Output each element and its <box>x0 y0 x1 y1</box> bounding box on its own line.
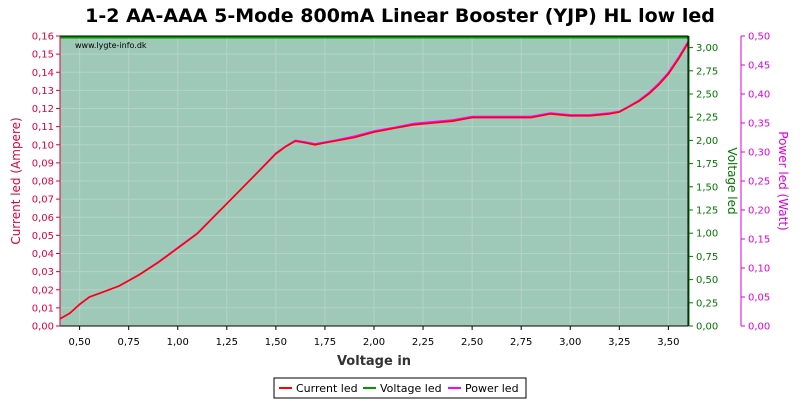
y-right-voltage-tick-label: 3,00 <box>696 43 718 54</box>
y-right-voltage-tick-label: 2,50 <box>696 90 718 101</box>
y-right-power-tick-label: 0,05 <box>748 293 770 304</box>
x-axis: 0,50 0,75 1,00 1,25 1,50 1,75 2,00 2,25 2,50 2,75… <box>68 326 680 348</box>
y-axis-right-voltage-label: Voltage led <box>725 147 739 214</box>
y-right-power-tick-label: 0,20 <box>748 206 770 217</box>
x-tick-label: 1,00 <box>167 337 189 348</box>
legend: Current led Voltage led Power led <box>273 377 527 399</box>
watermark-text: www.lygte-info.dk <box>75 41 147 50</box>
x-tick-label: 2,25 <box>412 337 434 348</box>
y-left-tick-label: 0,12 <box>32 104 54 115</box>
x-tick-label: 2,50 <box>461 337 483 348</box>
y-right-voltage-tick-label: 0,00 <box>696 322 718 333</box>
y-axis-right-voltage: 0,00 0,25 0,50 0,75 1,00 1,25 1,50 1,75 2,00 2,25… <box>688 36 718 333</box>
y-right-voltage-tick-label: 1,50 <box>696 182 718 193</box>
y-left-tick-label: 0,13 <box>32 86 54 97</box>
legend-label-power: Power led <box>465 382 519 395</box>
x-tick-label: 0,50 <box>68 337 90 348</box>
y-right-voltage-tick-label: 0,25 <box>696 298 718 309</box>
y-right-voltage-tick-label: 0,50 <box>696 275 718 286</box>
y-right-power-tick-label: 0,00 <box>748 322 770 333</box>
y-left-tick-label: 0,00 <box>32 322 54 333</box>
y-right-voltage-tick-label: 2,75 <box>696 66 718 77</box>
y-axis-right-power-label: Power led (Watt) <box>776 131 790 230</box>
y-left-tick-label: 0,16 <box>32 32 54 43</box>
y-right-voltage-tick-label: 1,75 <box>696 159 718 170</box>
x-tick-label: 1,75 <box>314 337 336 348</box>
y-axis-left-label: Current led (Ampere) <box>9 117 23 244</box>
y-left-tick-label: 0,04 <box>32 249 54 260</box>
x-tick-label: 2,75 <box>510 337 532 348</box>
x-tick-label: 0,75 <box>118 337 140 348</box>
y-left-tick-label: 0,15 <box>32 50 54 61</box>
y-left-tick-label: 0,08 <box>32 177 54 188</box>
y-axis-left: 0,00 0,01 0,02 0,03 0,04 0,05 0,06 0,07 0,08 0,09… <box>32 32 61 333</box>
y-right-power-tick-label: 0,35 <box>748 119 770 130</box>
y-left-tick-label: 0,02 <box>32 285 54 296</box>
x-tick-label: 1,25 <box>216 337 238 348</box>
y-left-tick-label: 0,06 <box>32 213 54 224</box>
y-right-power-tick-label: 0,40 <box>748 90 770 101</box>
y-right-voltage-tick-label: 1,00 <box>696 229 718 240</box>
x-tick-label: 3,25 <box>608 337 630 348</box>
legend-label-current: Current led <box>296 382 358 395</box>
y-left-tick-label: 0,11 <box>32 122 54 133</box>
chart-title: 1-2 AA-AAA 5-Mode 800mA Linear Booster (… <box>85 5 715 27</box>
y-axis-right-power: 0,00 0,05 0,10 0,15 0,20 0,25 0,30 0,35 0,40 0,45… <box>740 32 770 333</box>
x-tick-label: 3,00 <box>559 337 581 348</box>
x-tick-label: 3,50 <box>657 337 679 348</box>
y-left-tick-label: 0,03 <box>32 267 54 278</box>
x-axis-label: Voltage in <box>337 354 411 369</box>
y-right-power-tick-label: 0,15 <box>748 235 770 246</box>
y-right-power-tick-label: 0,10 <box>748 264 770 275</box>
x-tick-label: 2,00 <box>363 337 385 348</box>
y-left-tick-label: 0,07 <box>32 195 54 206</box>
y-right-voltage-tick-label: 1,25 <box>696 206 718 217</box>
y-left-tick-label: 0,01 <box>32 303 54 314</box>
y-right-power-tick-label: 0,30 <box>748 148 770 159</box>
y-left-tick-label: 0,14 <box>32 68 54 79</box>
y-right-power-tick-label: 0,50 <box>748 32 770 43</box>
legend-box <box>273 377 527 399</box>
y-right-power-tick-label: 0,45 <box>748 61 770 72</box>
y-left-tick-label: 0,05 <box>32 231 54 242</box>
y-right-voltage-tick-label: 2,25 <box>696 113 718 124</box>
x-tick-label: 1,50 <box>265 337 287 348</box>
legend-label-voltage: Voltage led <box>380 382 442 395</box>
series-line-current-led <box>59 42 689 320</box>
y-right-voltage-tick-label: 2,00 <box>696 136 718 147</box>
grid-lines <box>60 35 688 327</box>
y-right-power-tick-label: 0,25 <box>748 177 770 188</box>
y-left-tick-label: 0,09 <box>32 158 54 169</box>
y-right-voltage-tick-label: 0,75 <box>696 252 718 263</box>
y-left-tick-label: 0,10 <box>32 140 54 151</box>
series-layer <box>59 36 689 320</box>
